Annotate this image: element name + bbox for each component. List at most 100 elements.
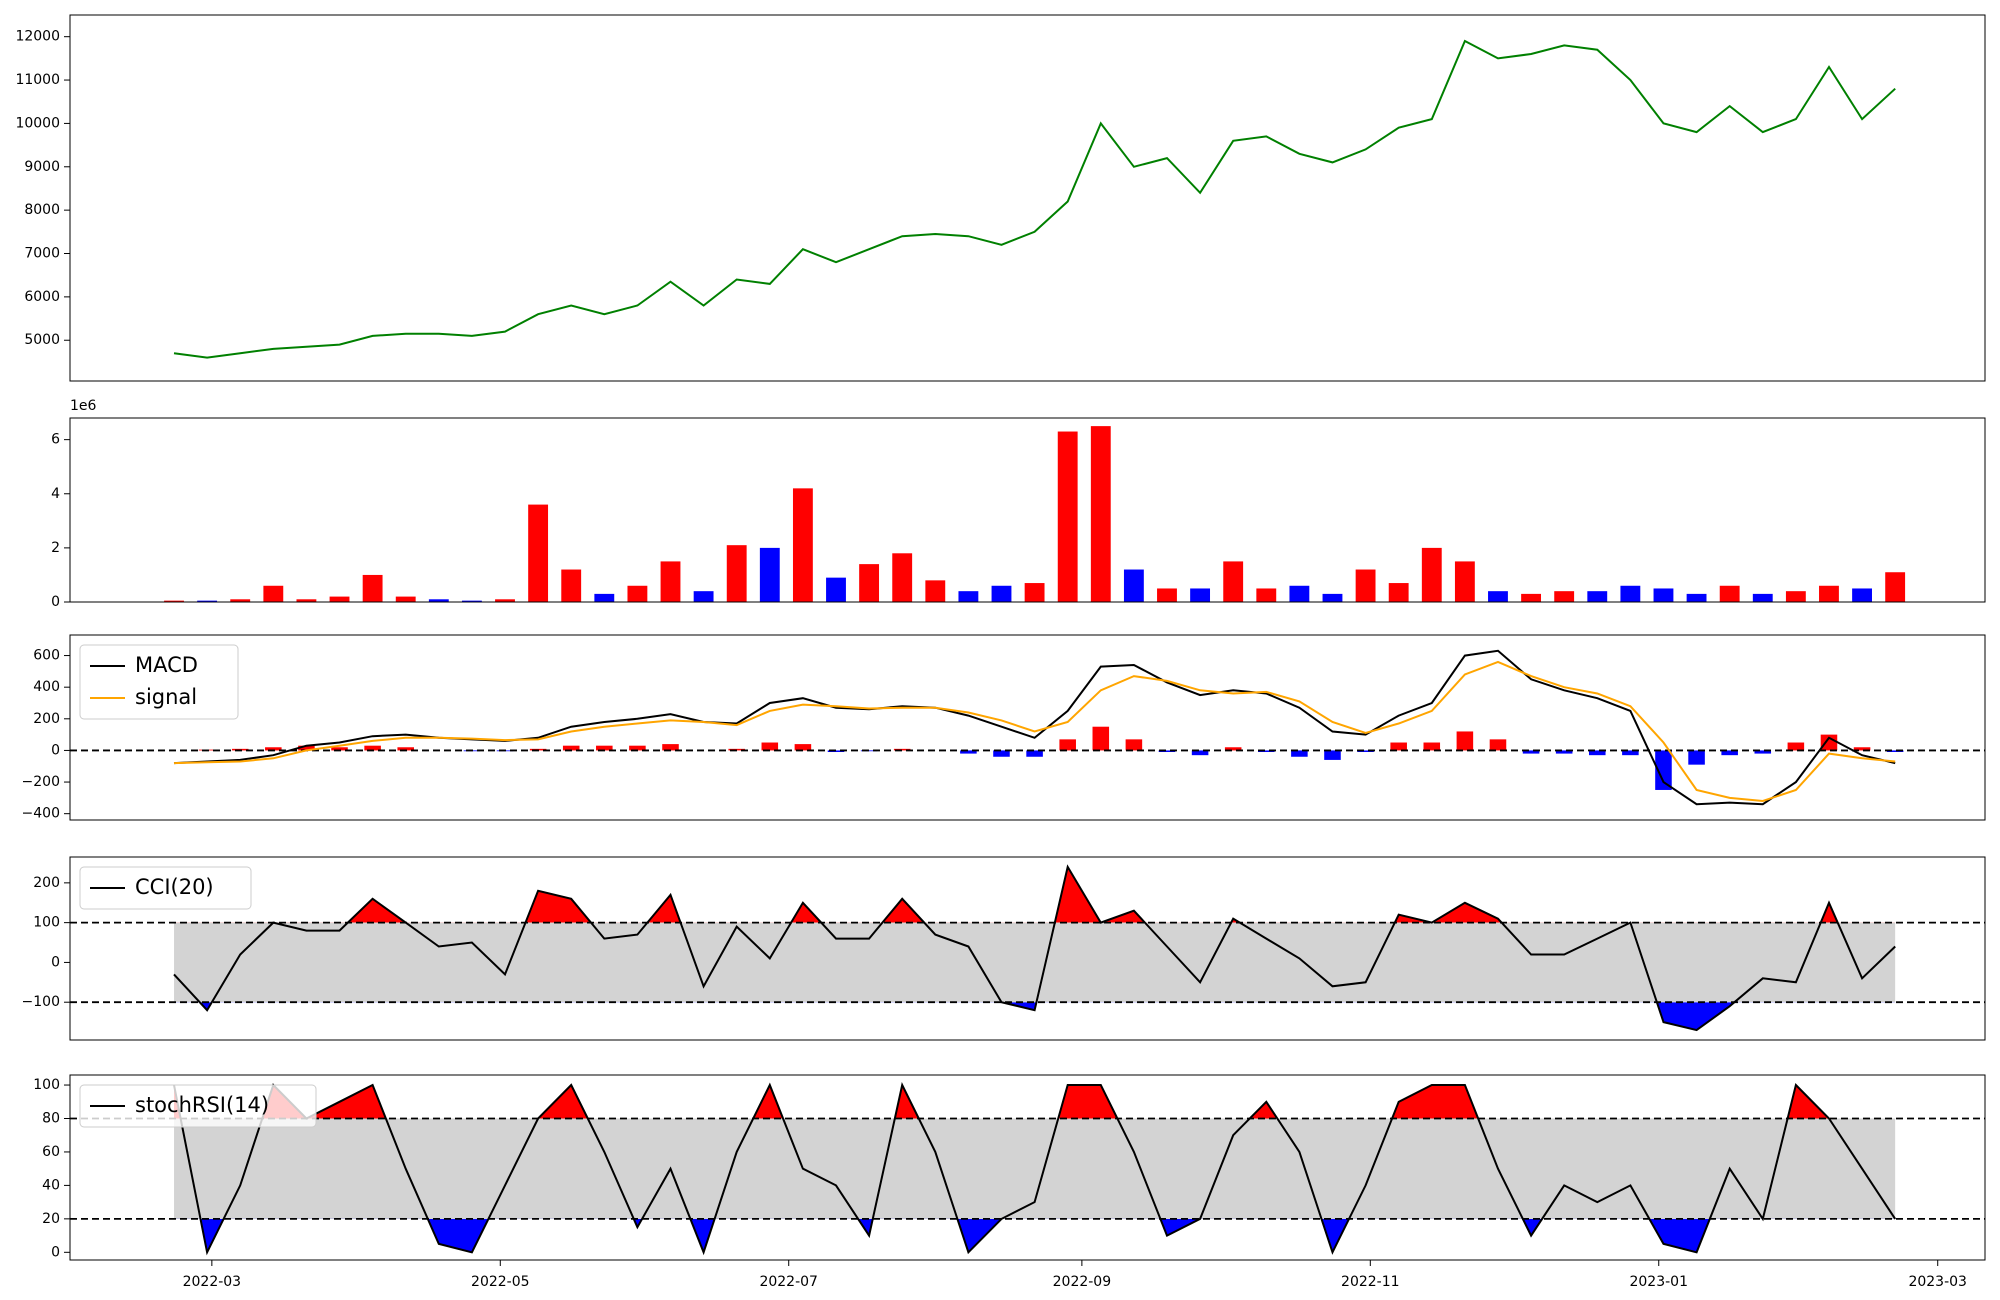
- y-tick-label: 11000: [15, 72, 60, 88]
- volume-bar: [660, 561, 681, 602]
- y-tick-label: 100: [33, 1077, 60, 1093]
- histogram-bar: [1622, 750, 1639, 756]
- volume-bar: [1521, 593, 1542, 602]
- volume-bar: [1190, 588, 1211, 602]
- histogram-bar: [1092, 726, 1110, 751]
- y-tick-label: 6000: [24, 289, 60, 305]
- y-tick-label: 60: [42, 1144, 60, 1160]
- plot-area: [70, 649, 1985, 806]
- y-tick-label: 6: [51, 432, 60, 448]
- price-line: [173, 39, 1896, 359]
- y-tick-label: 10000: [15, 115, 60, 131]
- volume-bar: [594, 593, 615, 602]
- x-tick-label: 2022-05: [471, 1274, 530, 1290]
- plot-area: [173, 39, 1896, 359]
- volume-bar: [461, 600, 482, 602]
- volume-bar: [1123, 569, 1144, 602]
- histogram-bar: [1489, 739, 1507, 751]
- legend-label: stochRSI(14): [135, 1093, 269, 1117]
- volume-bar: [1719, 585, 1740, 602]
- volume-bar: [1355, 569, 1376, 602]
- series-line: [173, 649, 1896, 806]
- y-tick-label: 600: [33, 648, 60, 664]
- y-tick-label: 2: [51, 540, 60, 556]
- y-tick-label: 5000: [24, 332, 60, 348]
- volume-bar: [1653, 588, 1674, 602]
- panel: −100 0 100 200 CCI(20): [22, 856, 1986, 1041]
- indicator-line: [173, 1082, 1897, 1256]
- histogram-bar: [1754, 750, 1772, 754]
- volume-bar: [1686, 593, 1707, 602]
- histogram-bar: [1588, 750, 1606, 756]
- y-tick-label: 12000: [15, 29, 60, 45]
- histogram-bar: [1191, 750, 1209, 756]
- histogram-bar: [1522, 750, 1540, 754]
- volume-bar: [362, 574, 383, 602]
- overbought-fill: [174, 866, 1896, 923]
- volume-bar: [1819, 585, 1839, 602]
- volume-bar: [792, 488, 813, 602]
- y-tick-label: 0: [51, 1244, 60, 1260]
- legend-label: MACD: [135, 653, 198, 677]
- histogram-bar: [397, 747, 414, 751]
- volume-bar: [395, 596, 416, 602]
- histogram-bar: [1886, 750, 1904, 753]
- volume-bar: [296, 599, 317, 602]
- volume-bar: [1785, 591, 1806, 602]
- volume-bar: [1322, 593, 1343, 602]
- y-tick-label: 40: [42, 1177, 60, 1193]
- histogram-bar: [298, 745, 315, 751]
- histogram-bar: [1357, 750, 1374, 753]
- histogram-bar: [893, 748, 911, 751]
- volume-bar: [528, 504, 549, 602]
- volume-bar: [329, 596, 350, 602]
- panel-frame: [69, 634, 1986, 821]
- y-tick-label: 0: [51, 954, 60, 970]
- volume-bar: [1256, 588, 1277, 602]
- volume-bar: [1223, 561, 1244, 602]
- histogram-bar: [1291, 750, 1308, 757]
- panel: 0 20 40 60 80 100 stochRSI(14) 2022-03 2022-05 20…: [33, 1074, 1986, 1290]
- x-tick-label: 2022-09: [1053, 1274, 1112, 1290]
- histogram-bar: [1423, 742, 1441, 751]
- histogram-bar: [662, 744, 679, 751]
- volume-bar: [1388, 583, 1409, 602]
- y-tick-label: 80: [42, 1110, 60, 1126]
- volume-bar: [1024, 583, 1045, 602]
- histogram-bar: [1390, 742, 1407, 751]
- y-tick-label: −400: [22, 806, 60, 822]
- y-tick-label: 20: [42, 1211, 60, 1227]
- histogram-bar: [1224, 747, 1242, 751]
- volume-bar: [1289, 585, 1310, 602]
- volume-bar: [230, 599, 251, 602]
- volume-bar: [892, 553, 913, 602]
- y-tick-label: 400: [33, 679, 60, 695]
- volume-bar: [1057, 431, 1078, 602]
- y-tick-label: 200: [33, 711, 60, 727]
- histogram-bar: [960, 750, 977, 754]
- histogram-bar: [1258, 750, 1275, 753]
- legend-label: CCI(20): [135, 875, 214, 899]
- panel-frame: [69, 856, 1986, 1041]
- histogram-bar: [1688, 750, 1705, 765]
- histogram-bar: [1026, 750, 1043, 757]
- offset-label: 1e6: [70, 398, 97, 414]
- volume-bar: [627, 585, 648, 602]
- plot-area: [70, 1082, 1985, 1256]
- histogram-bar: [1158, 750, 1176, 753]
- overbought-fill: [174, 1085, 1829, 1119]
- histogram-bar: [860, 750, 878, 752]
- histogram-bar: [1655, 750, 1672, 790]
- histogram-bar: [761, 742, 779, 751]
- volume-bar: [428, 599, 449, 602]
- volume-bar: [693, 591, 714, 602]
- histogram-bar: [1853, 747, 1871, 751]
- panel-frame: [69, 1074, 1986, 1261]
- x-tick-label: 2022-03: [183, 1274, 242, 1290]
- histogram-bar: [331, 747, 348, 751]
- volume-bar: [991, 585, 1012, 602]
- y-tick-label: 4: [51, 486, 60, 502]
- y-tick-label: 200: [33, 875, 60, 891]
- volume-bar: [1587, 591, 1608, 602]
